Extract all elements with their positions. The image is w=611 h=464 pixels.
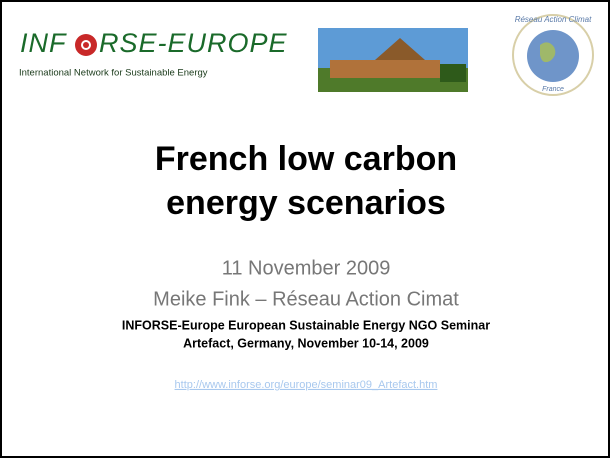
rac-badge: Réseau Action Climat France — [512, 14, 594, 96]
event-line: Artefact, Germany, November 10-14, 2009 — [183, 336, 429, 350]
badge-top: Réseau Action Climat — [515, 15, 592, 24]
date: 11 November 2009 — [222, 257, 391, 279]
photo — [318, 28, 468, 92]
logo-left: INF — [20, 28, 67, 58]
title-line: energy scenarios — [166, 184, 446, 222]
logo-right: RSE-EUROPE — [99, 28, 288, 58]
author: Meike Fink – Réseau Action Cimat — [153, 288, 459, 310]
link[interactable]: http://www.inforse.org/europe/seminar09_… — [175, 379, 438, 391]
event-line: INFORSE-Europe European Sustainable Ener… — [122, 318, 490, 332]
logo-flower — [75, 34, 97, 56]
badge-bottom: France — [542, 86, 564, 93]
title-line: French low carbon — [155, 140, 457, 178]
inforse-logo: INF RSE-EUROPE International Network for… — [19, 28, 288, 79]
logo-tagline: International Network for Sustainable En… — [19, 68, 208, 79]
